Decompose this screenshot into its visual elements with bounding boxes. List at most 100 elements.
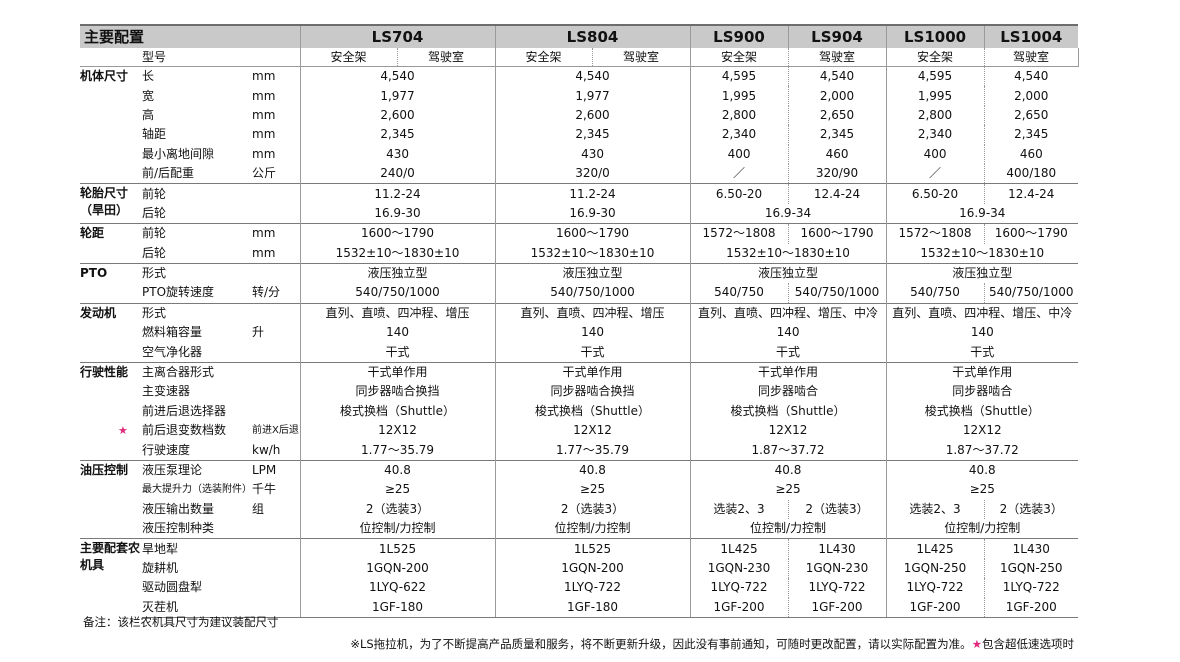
spec-value: 1GQN-200	[494, 558, 691, 579]
spec-row: 高 mm 2,600 2,600 2,800 2,650 2,800 2,650	[80, 105, 1079, 126]
spec-value: 2,800	[689, 105, 789, 126]
spec-value: 1,995	[885, 86, 985, 106]
spec-value: 直列、直喷、四冲程、增压、中冷	[689, 302, 887, 324]
spec-item: 空气净化器	[142, 344, 203, 359]
spec-value: 140	[885, 323, 1079, 343]
spec-row: 主要配套农机具 旱地犁 1L525 1L525 1L425 1L430 1L425 1L430	[80, 538, 1079, 618]
spec-row: 发动机 形式 直列、直喷、四冲程、增压 直列、直喷、四冲程、增压 直列、直喷、四冲程、增…	[80, 302, 1079, 363]
spec-unit	[252, 361, 301, 383]
spec-item: 后轮	[142, 245, 167, 260]
spec-value: 16.9-30	[494, 203, 691, 224]
spec-unit: 公斤	[252, 166, 277, 181]
spec-value: 1LYQ-722	[885, 578, 985, 598]
spec-value: 1L425	[885, 538, 985, 559]
spec-value: 1532±10～1830±10	[689, 243, 887, 264]
spec-value: 2,000	[787, 86, 887, 106]
spec-value: 干式	[885, 342, 1079, 363]
spec-value: 梭式换档（Shuttle）	[494, 401, 691, 422]
spec-unit	[252, 519, 300, 539]
spec-item: 前轮	[142, 223, 252, 244]
spec-value: 液压独立型	[885, 262, 1079, 284]
spec-value: 4,540	[299, 66, 496, 87]
spec-unit	[252, 204, 300, 224]
spec-value: 位控制/力控制	[689, 518, 887, 539]
spec-row: 液压控制种类 位控制/力控制 位控制/力控制 位控制/力控制 位控制/力控制	[80, 518, 1079, 539]
spec-item: 最小离地间隙	[142, 146, 215, 161]
spec-value: 液压独立型	[299, 262, 496, 284]
spec-row: 旋耕机 1GQN-200 1GQN-200 1GQN-230 1GQN-230 1GQN-…	[80, 558, 1079, 579]
spec-value: 1L430	[983, 538, 1079, 559]
spec-row: 宽 mm 1,977 1,977 1,995 2,000 1,995 2,000	[80, 86, 1079, 106]
spec-item: PTO旋转速度	[142, 285, 215, 300]
footer-star-icon: ★	[971, 637, 982, 651]
spec-value: 1532±10～1830±10	[494, 243, 691, 264]
footer-text: ※LS拖拉机，为了不断提高产品质量和服务，将不断更新升级，因此没有事前通知，可随…	[350, 637, 972, 651]
cab-type-label: 驾驶室	[787, 48, 887, 67]
remark-note: 备注：该栏农机具尺寸为建议装配尺寸	[83, 615, 279, 629]
spec-row: 轴距 mm 2,345 2,345 2,340 2,345 2,340 2,345	[80, 125, 1079, 145]
spec-value: 1600～1790	[494, 223, 691, 244]
spec-value: 1.87～37.72	[689, 440, 887, 461]
spec-item: 液压控制种类	[142, 521, 215, 536]
spec-value: 直列、直喷、四冲程、增压	[494, 302, 691, 324]
spec-item: 液压输出数量	[142, 501, 215, 516]
spec-value: 6.50-20	[689, 183, 789, 204]
spec-item: 形式	[142, 302, 252, 324]
spec-item: 液压泵理论	[142, 459, 252, 481]
spec-value: 460	[787, 144, 887, 164]
spec-value: 1532±10～1830±10	[299, 243, 496, 264]
spec-value: 同步器啮合换挡	[494, 382, 691, 402]
spec-value: 梭式换档（Shuttle）	[299, 401, 496, 422]
spec-value: ／	[885, 163, 985, 184]
spec-unit: mm	[252, 88, 276, 103]
spec-unit: 前进X后退	[252, 425, 299, 437]
spec-row: 轮胎尺寸（旱田） 前轮 11.2-24 11.2-24 6.50-20 12.4-24 6.…	[80, 183, 1079, 224]
spec-value: 同步器啮合	[689, 382, 887, 402]
spec-value: 1.77～35.79	[299, 440, 496, 461]
spec-value: 1GF-200	[983, 597, 1079, 618]
spec-value: 460	[983, 144, 1079, 164]
spec-value: 1L525	[494, 538, 691, 559]
spec-value: 12.4-24	[787, 183, 887, 204]
model-name: LS904	[787, 24, 887, 48]
spec-value: 540/750/1000	[494, 283, 691, 304]
spec-value: 1L430	[787, 538, 887, 559]
spec-row: 行驶性能 主离合器形式 干式单作用 干式单作用 干式单作用 干式单作用	[80, 361, 1079, 461]
spec-value: 11.2-24	[299, 183, 496, 204]
spec-value: 1600～1790	[299, 223, 496, 244]
header-row: 主要配置 LS704 LS804 LS900 LS904 LS1000 LS1004	[80, 24, 1079, 48]
spec-value: 1,977	[299, 86, 496, 106]
spec-value: 430	[494, 144, 691, 164]
spec-value: 12X12	[689, 421, 887, 441]
spec-value: ≥25	[494, 480, 691, 500]
spec-unit	[252, 183, 301, 204]
spec-value: 1532±10～1830±10	[885, 243, 1079, 264]
spec-value: 4,540	[494, 66, 691, 87]
spec-value: 1GQN-250	[885, 558, 985, 579]
spec-unit: mm	[252, 245, 276, 260]
spec-value: 1572～1808	[689, 223, 789, 244]
spec-value: 干式	[494, 342, 691, 363]
spec-value: 16.9-30	[299, 203, 496, 224]
spec-value: ／	[689, 163, 789, 184]
spec-value: 1LYQ-722	[787, 578, 887, 598]
spec-unit	[252, 302, 301, 324]
model-label: 型号	[142, 48, 301, 67]
spec-value: 540/750/1000	[983, 283, 1079, 304]
spec-value: 位控制/力控制	[299, 518, 496, 539]
spec-row: 前进后退选择器 梭式换档（Shuttle） 梭式换档（Shuttle） 梭式换档（Sh…	[80, 401, 1079, 422]
model-name: LS1000	[885, 24, 985, 48]
spec-value: 430	[299, 144, 496, 164]
spec-unit	[252, 559, 300, 578]
spec-item: 灭茬机	[142, 597, 252, 618]
spec-row: PTO 形式 液压独立型 液压独立型 液压独立型 液压独立型	[80, 262, 1079, 304]
spec-value: ≥25	[689, 480, 887, 500]
spec-value: 同步器啮合	[885, 382, 1079, 402]
spec-table: 主要配置 LS704 LS804 LS900 LS904 LS1000 LS1004 型号 安全…	[80, 24, 1079, 618]
spec-item: 形式	[142, 262, 252, 284]
spec-value: 1GQN-230	[689, 558, 789, 579]
spec-unit: mm	[252, 69, 276, 84]
spec-row: 轮距 前轮 mm 1600～1790 1600～1790 1572～1808 1600～17…	[80, 223, 1079, 264]
spec-value: 干式单作用	[494, 361, 691, 383]
spec-value: 40.8	[885, 459, 1079, 481]
